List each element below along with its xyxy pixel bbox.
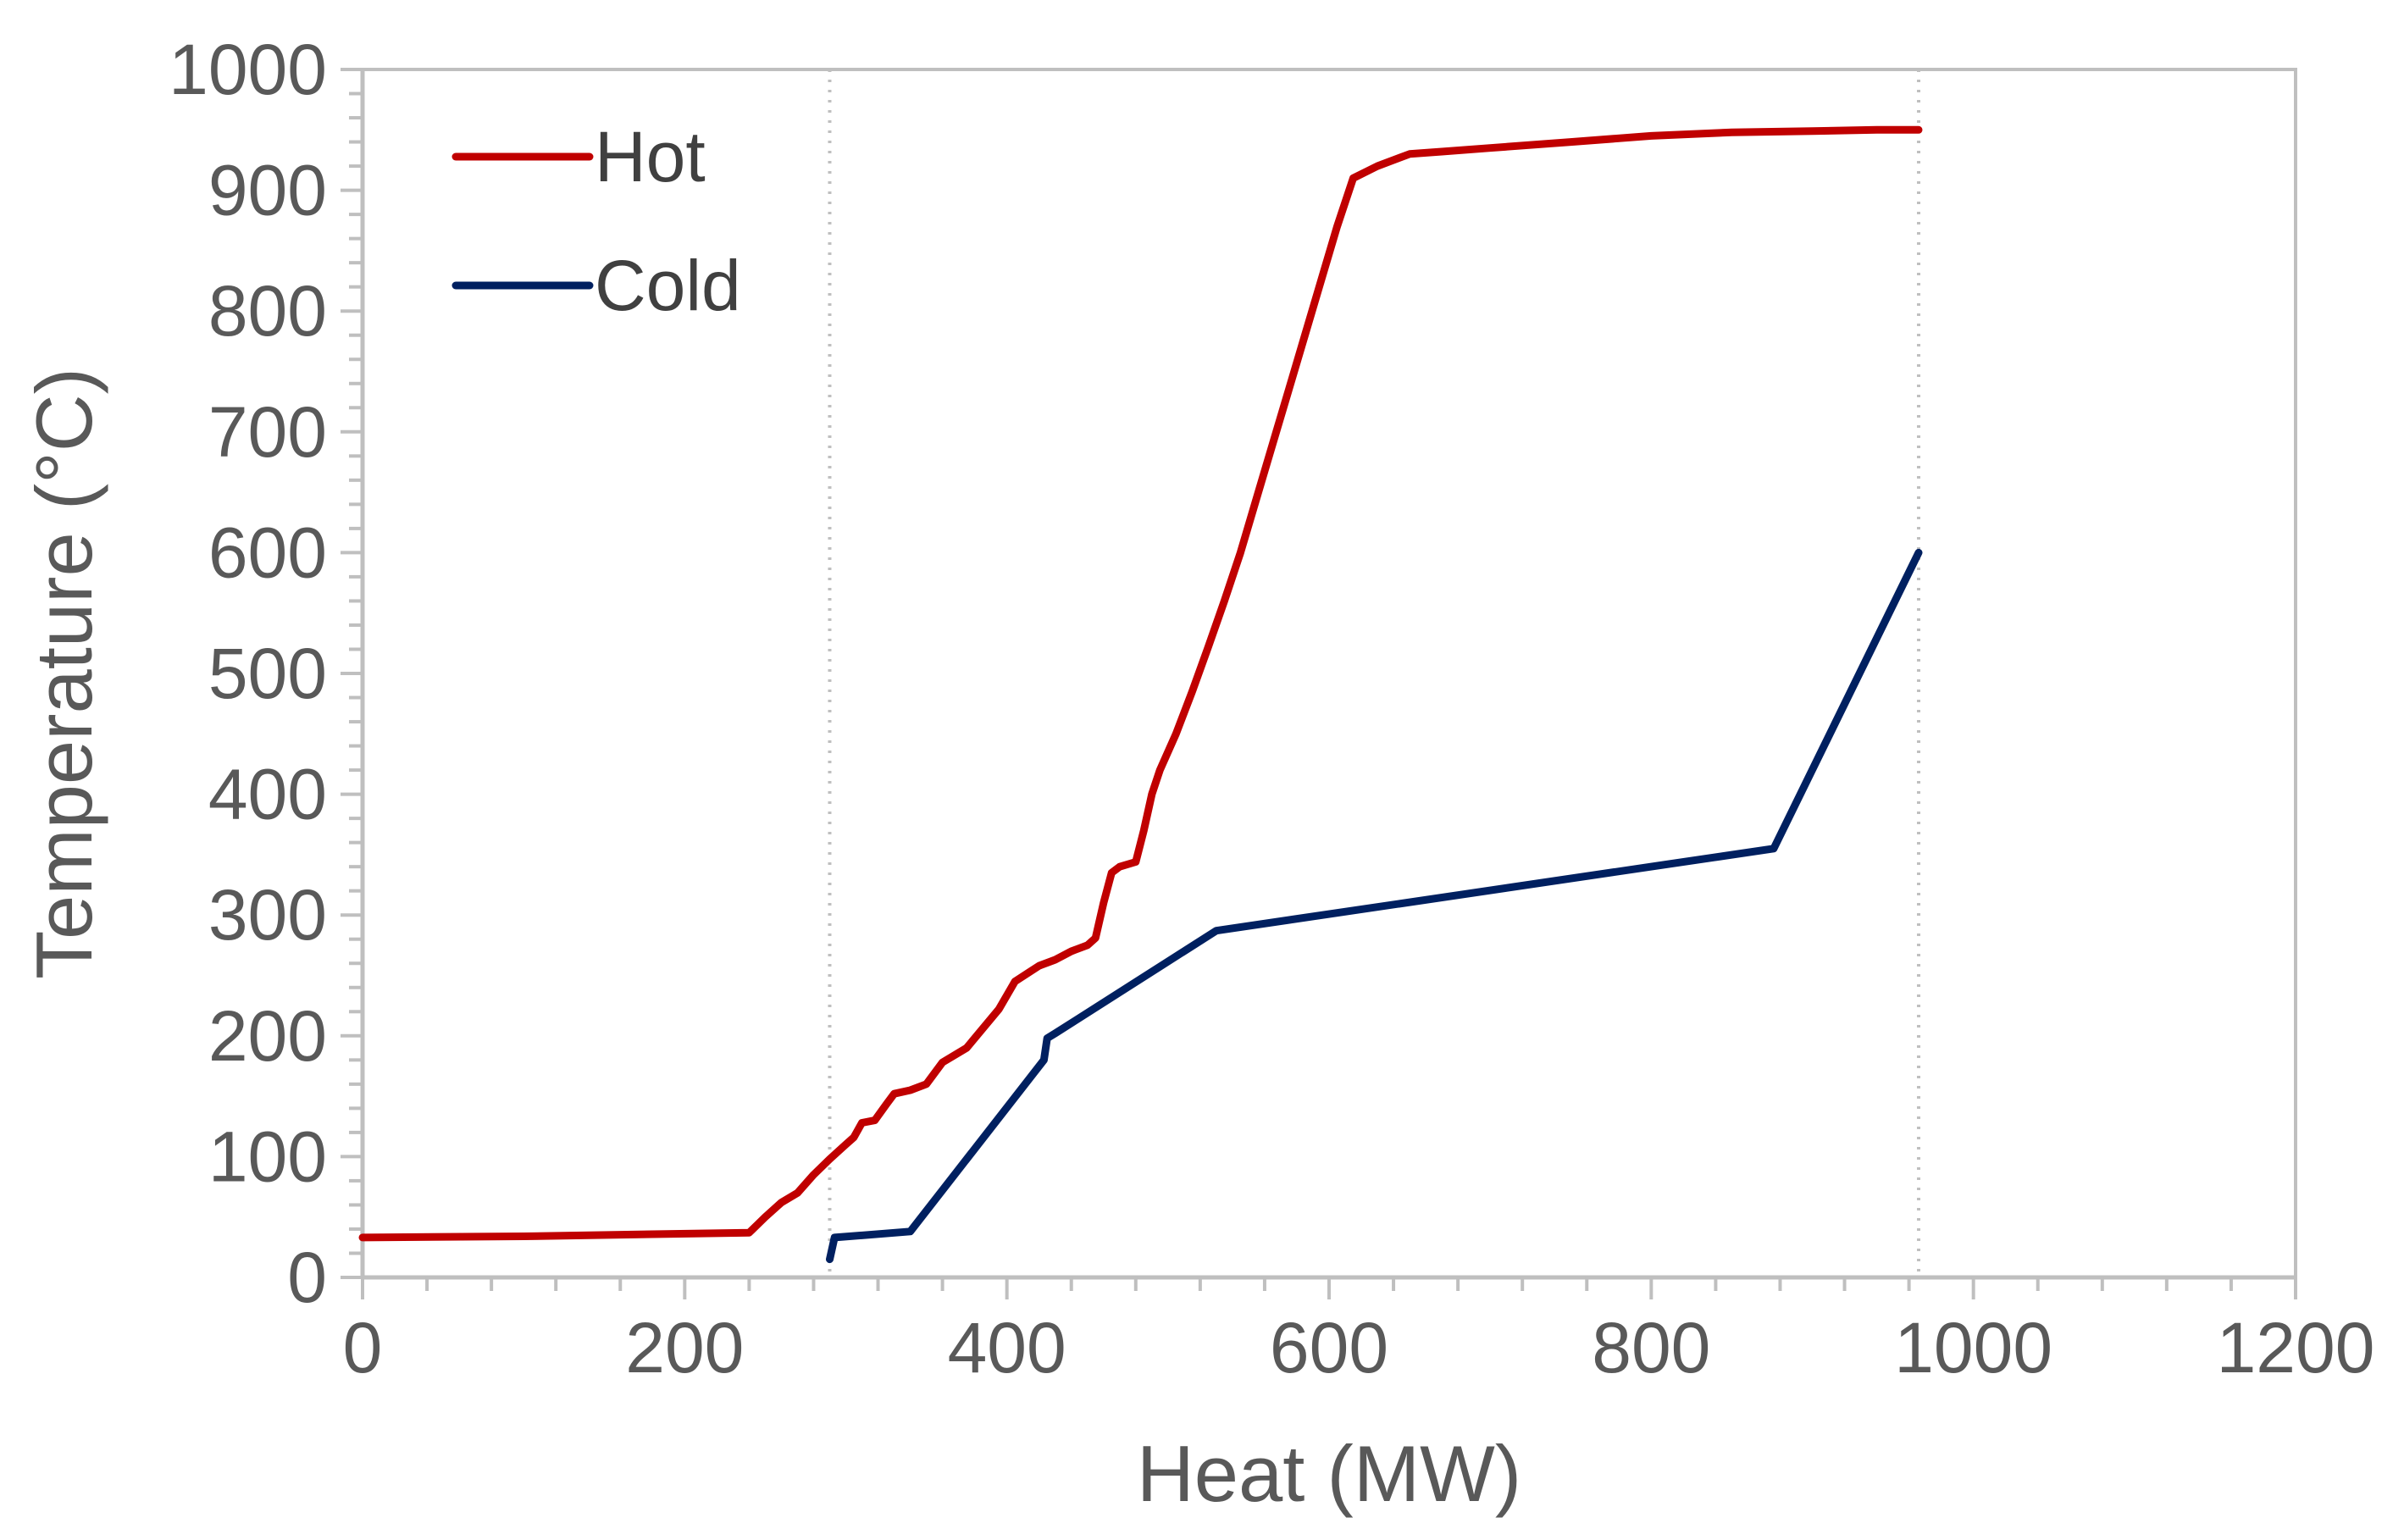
x-tick-label: 1000 bbox=[1894, 1308, 2052, 1388]
y-tick-label: 0 bbox=[287, 1238, 327, 1317]
y-tick-label: 1000 bbox=[169, 30, 327, 109]
x-axis-title: Heat (MW) bbox=[1137, 1429, 1521, 1518]
y-tick-label: 600 bbox=[208, 512, 327, 592]
y-tick-label: 200 bbox=[208, 996, 327, 1076]
series-line-hot bbox=[358, 125, 1923, 1242]
x-tick-label: 800 bbox=[1592, 1308, 1710, 1388]
y-tick-label: 500 bbox=[208, 634, 327, 713]
series-line-cold bbox=[826, 548, 1923, 1264]
x-tick-label: 200 bbox=[625, 1308, 744, 1388]
y-tick-label: 300 bbox=[208, 875, 327, 955]
y-axis-title: Temperature (°C) bbox=[19, 368, 108, 979]
x-tick-label: 600 bbox=[1270, 1308, 1388, 1388]
y-tick-label: 800 bbox=[208, 271, 327, 351]
y-tick-label: 100 bbox=[208, 1116, 327, 1196]
y-tick-label: 700 bbox=[208, 392, 327, 472]
x-tick-label: 400 bbox=[948, 1308, 1066, 1388]
y-tick-label: 900 bbox=[208, 151, 327, 230]
legend-label-cold: Cold bbox=[595, 246, 741, 325]
x-tick-label: 0 bbox=[343, 1308, 383, 1388]
x-tick-label: 1200 bbox=[2217, 1308, 2375, 1388]
legend-label-hot: Hot bbox=[595, 117, 706, 197]
legend: Hot Cold bbox=[451, 117, 741, 325]
y-tick-label: 400 bbox=[208, 755, 327, 834]
